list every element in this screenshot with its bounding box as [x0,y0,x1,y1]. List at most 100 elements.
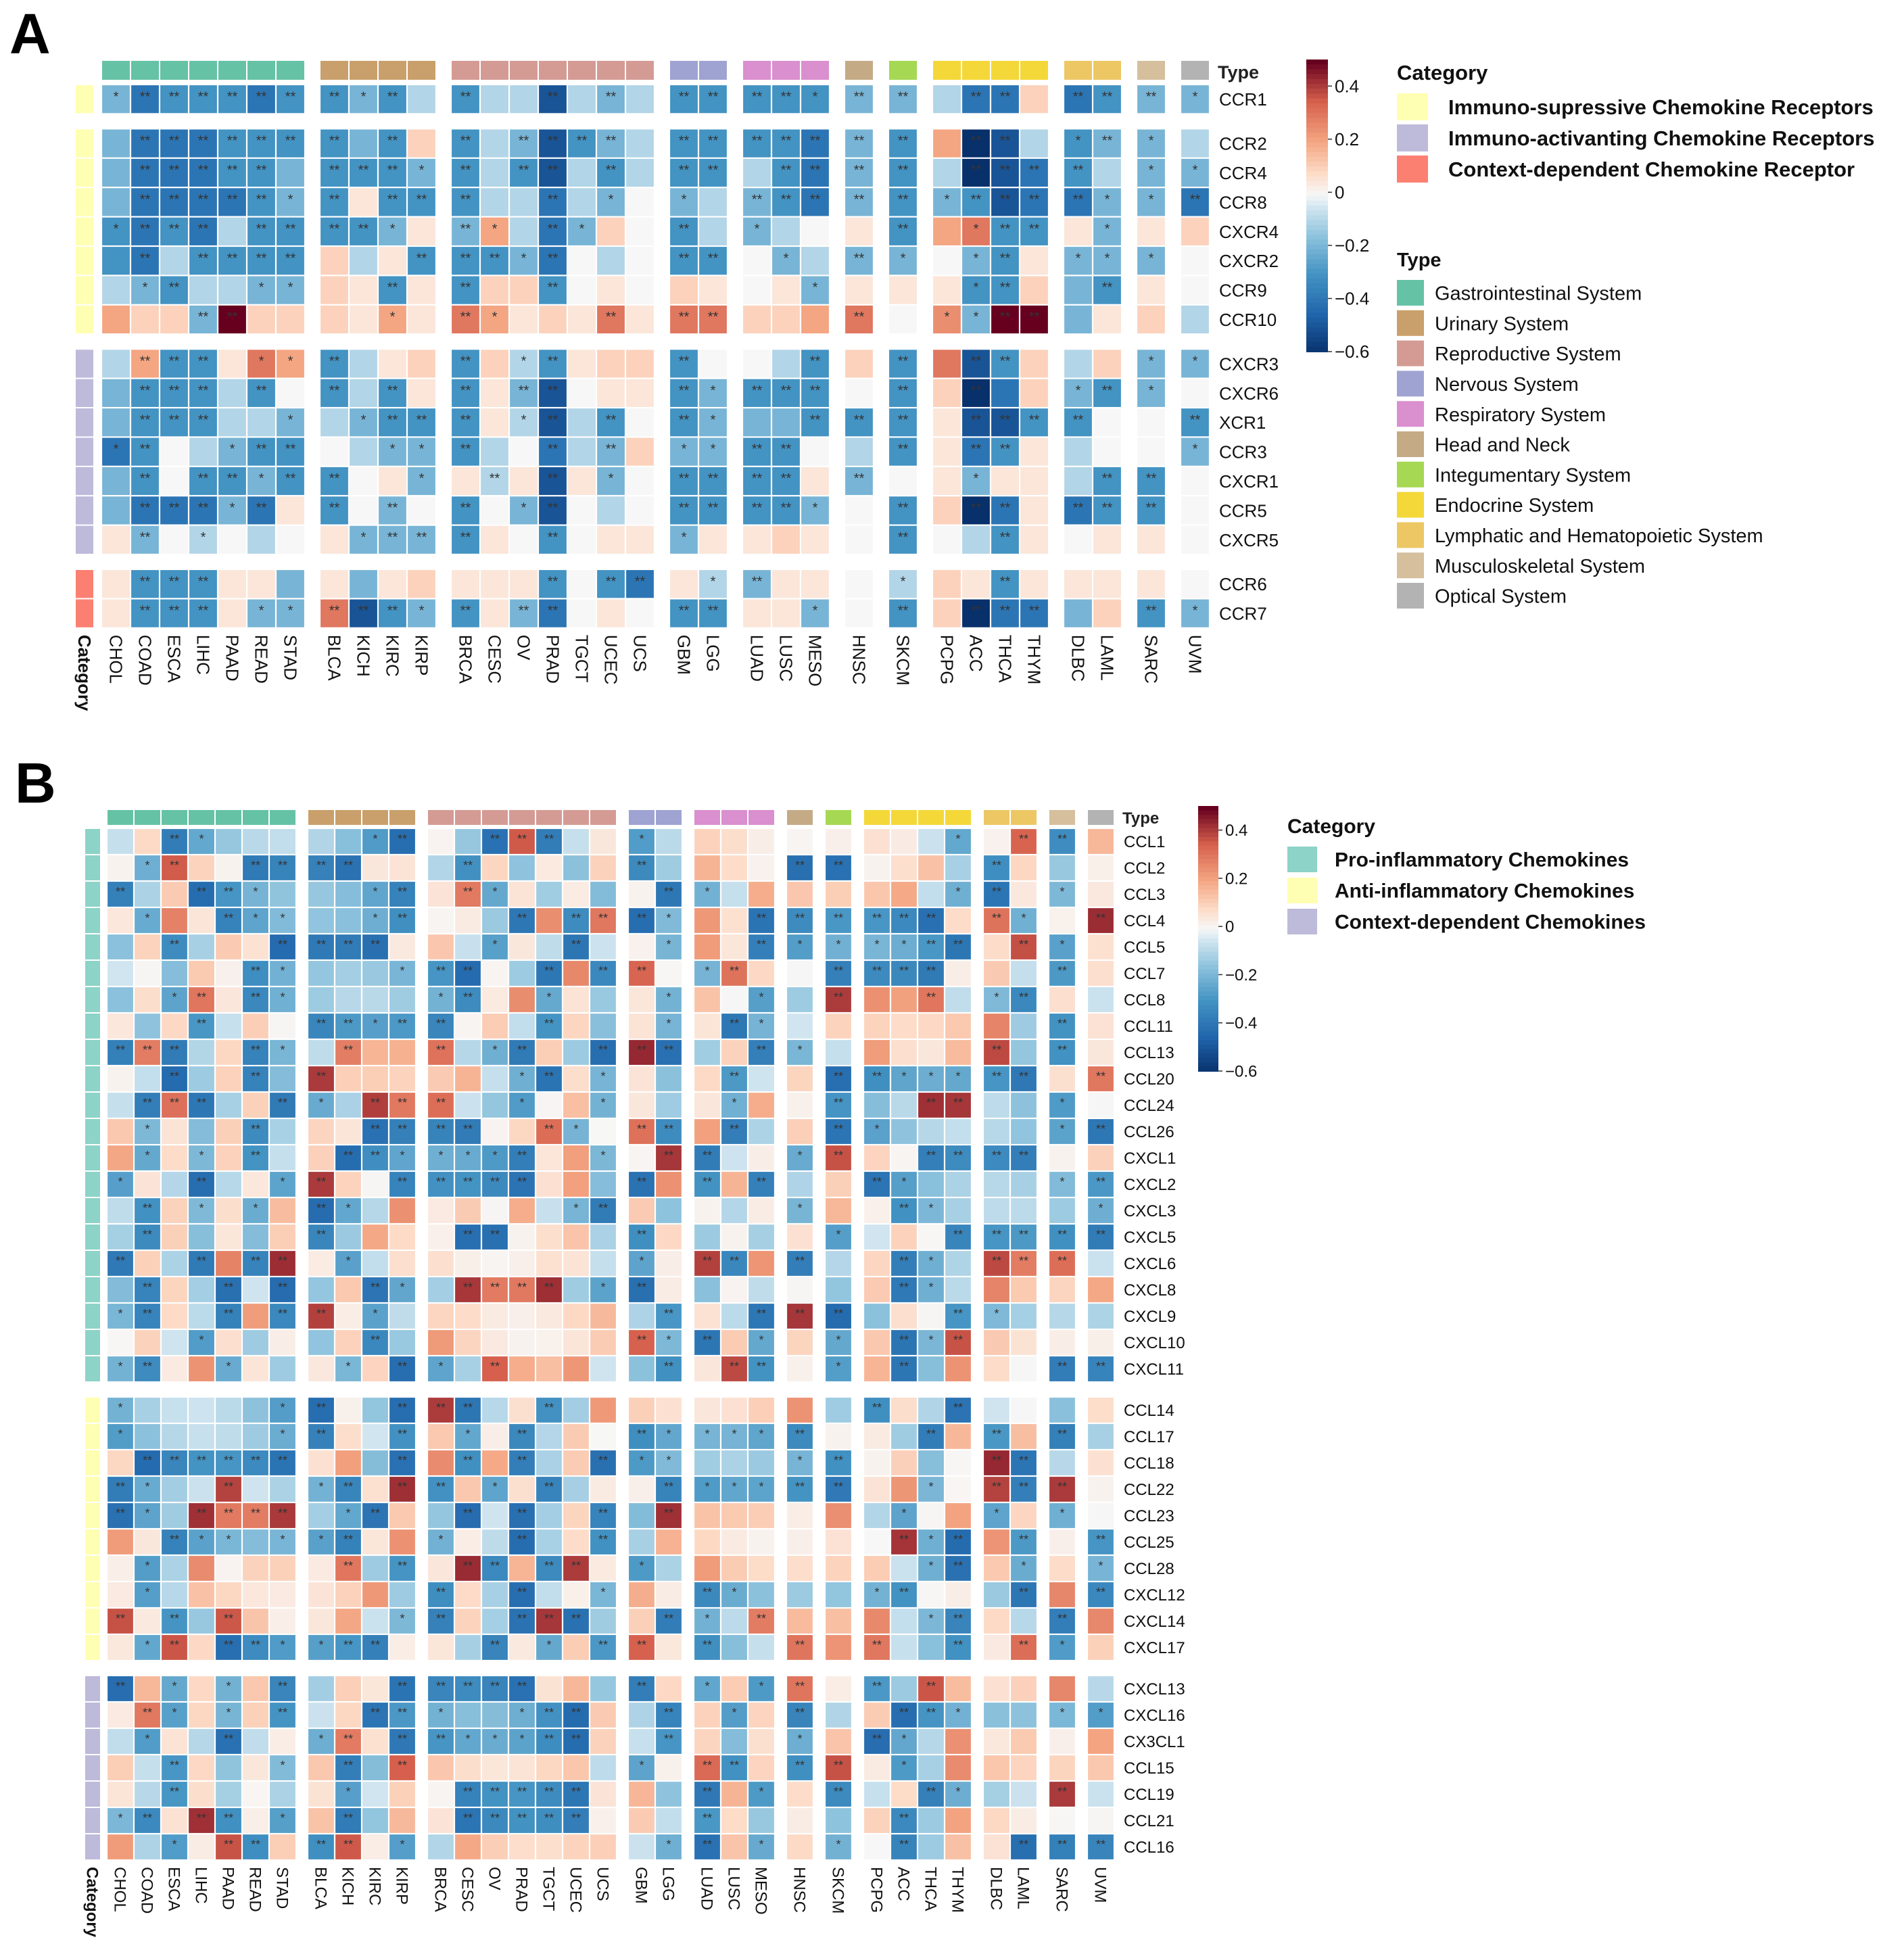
significance-mark: ** [256,501,267,516]
heatmap-cell [654,1780,683,1808]
heatmap-cell [1180,187,1210,217]
colorbar-segment [1306,162,1328,168]
significance-mark: ** [436,1096,446,1110]
type-bar-cell [1093,61,1121,80]
significance-mark: ** [371,938,380,951]
heatmap-cell [562,1302,590,1330]
heatmap-cell [538,466,568,496]
heatmap-cell [307,1276,335,1304]
heatmap-cell [982,1502,1011,1529]
heatmap-cell [720,933,748,961]
heatmap-cell [589,1355,617,1383]
heatmap-cell [786,1728,814,1755]
colorbar-segment [1198,956,1218,961]
significance-mark: * [373,1017,377,1030]
significance-mark: ** [490,1281,500,1294]
heatmap-cell [800,245,830,276]
colorbar-segment [1198,916,1218,922]
heatmap-cell [535,1091,563,1119]
heatmap-cell [654,1355,683,1383]
significance-mark: * [813,89,818,104]
heatmap-cell [1048,1754,1076,1782]
significance-mark: ** [1029,193,1040,208]
heatmap-cell [268,1502,297,1529]
heatmap-cell [917,907,945,934]
significance-mark: * [600,1281,605,1294]
heatmap-cell [771,245,801,276]
heatmap-cell [130,496,160,525]
heatmap-cell [479,216,510,247]
significance-mark: ** [781,193,792,208]
heatmap-cell [589,1170,617,1198]
heatmap-cell [747,828,776,855]
heatmap-cell [508,1170,536,1198]
heatmap-cell [427,1728,455,1755]
heatmap-cell [241,1118,270,1145]
heatmap-cell [214,1065,243,1093]
heatmap-cell [241,828,270,855]
colorbar-segment [1306,210,1328,216]
significance-mark: ** [1102,89,1113,104]
column-label: PAAD [219,1867,237,1910]
significance-mark: * [797,938,802,951]
heatmap-cell [1019,378,1049,408]
heatmap-cell [508,1780,536,1808]
heatmap-cell [888,496,918,525]
heatmap-cell [479,275,510,305]
significance-mark: ** [1019,1533,1028,1546]
significance-mark: ** [251,1254,260,1268]
significance-mark: * [928,1559,933,1573]
significance-mark: ** [517,911,527,925]
type-bar-cell [482,810,508,825]
heatmap-cell [275,304,306,335]
heatmap-cell [187,1170,216,1198]
significance-mark: * [373,911,377,925]
column-label: COAD [135,635,155,686]
heatmap-cell [693,1223,721,1251]
heatmap-cell [961,525,991,555]
heatmap-cell [454,1701,482,1729]
heatmap-cell [698,158,728,188]
heatmap-cell [1063,275,1093,305]
heatmap-cell [747,1807,776,1834]
heatmap-cell [589,1528,617,1556]
significance-mark: ** [548,163,558,178]
heatmap-cell [747,1118,776,1145]
heatmap-cell [361,1754,389,1782]
heatmap-cell [214,1701,243,1729]
heatmap-cell [890,1118,918,1145]
category-bar-cell [85,1424,100,1449]
colorbar-segment [1198,899,1218,904]
significance-mark: ** [140,251,151,266]
heatmap-cell [246,245,277,276]
significance-mark: ** [224,1811,233,1825]
heatmap-cell [824,1355,853,1383]
significance-mark: ** [329,604,340,619]
heatmap-cell [319,437,350,467]
significance-mark: * [390,222,396,237]
heatmap-cell [106,1833,135,1861]
heatmap-cell [917,1012,945,1040]
significance-mark: ** [926,1096,936,1110]
heatmap-cell [188,84,218,114]
heatmap-cell [917,828,945,855]
significance-mark: * [145,911,149,925]
significance-mark: * [1193,604,1198,619]
heatmap-cell [982,1780,1011,1808]
significance-mark: ** [548,501,558,516]
heatmap-cell [747,1449,776,1477]
significance-mark: ** [1073,89,1084,104]
heatmap-cell [450,525,481,555]
legend-label: Nervous System [1435,374,1579,396]
heatmap-cell [1048,1581,1076,1609]
significance-mark: ** [460,281,471,295]
significance-mark: ** [463,991,473,1004]
heatmap-cell [535,1223,563,1251]
heatmap-cell [508,1396,536,1424]
heatmap-cell [990,158,1020,188]
heatmap-cell [101,569,131,599]
significance-mark: ** [251,1122,260,1136]
heatmap-cell [481,854,509,882]
row-label: CCL23 [1124,1507,1174,1525]
heatmap-cell [1136,275,1166,305]
